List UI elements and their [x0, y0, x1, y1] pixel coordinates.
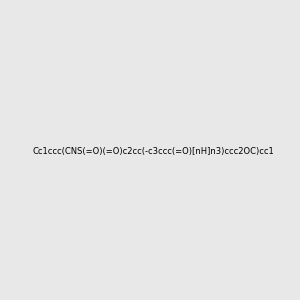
Text: Cc1ccc(CNS(=O)(=O)c2cc(-c3ccc(=O)[nH]n3)ccc2OC)cc1: Cc1ccc(CNS(=O)(=O)c2cc(-c3ccc(=O)[nH]n3)… [33, 147, 274, 156]
